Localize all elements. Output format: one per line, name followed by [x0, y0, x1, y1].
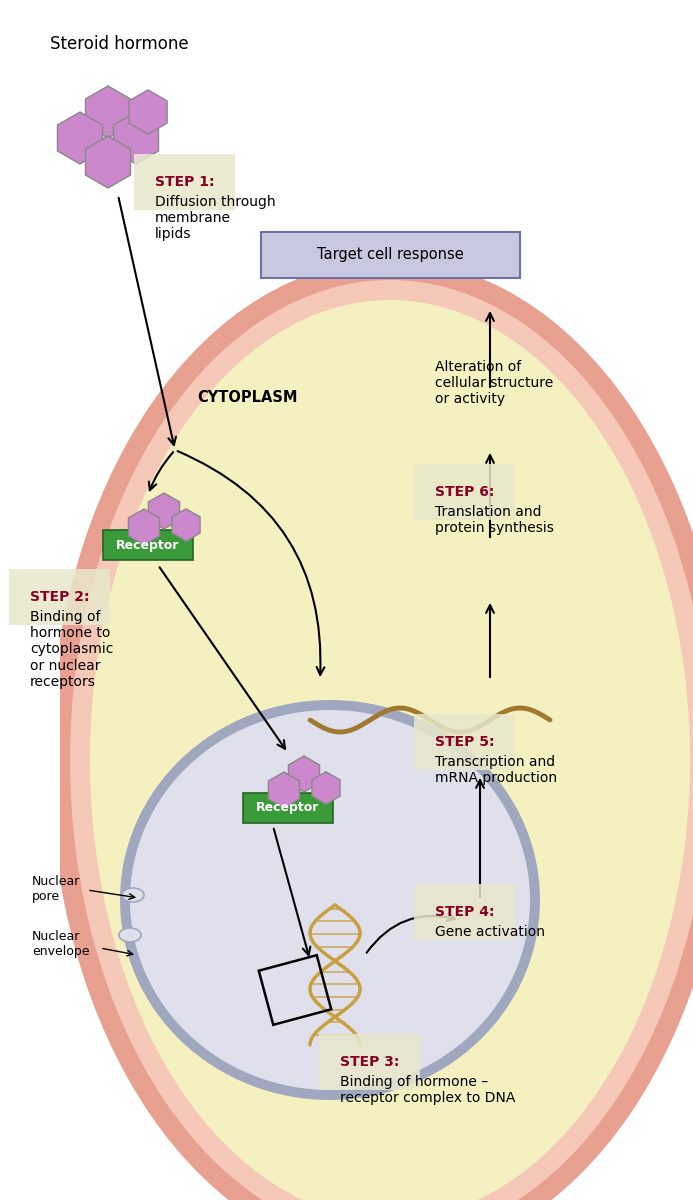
Polygon shape — [288, 756, 319, 792]
Ellipse shape — [70, 280, 693, 1200]
Ellipse shape — [122, 888, 144, 902]
Text: STEP 6:: STEP 6: — [435, 485, 494, 499]
Polygon shape — [58, 112, 103, 164]
FancyBboxPatch shape — [243, 793, 333, 823]
Polygon shape — [114, 112, 159, 164]
Ellipse shape — [90, 300, 690, 1200]
Polygon shape — [128, 509, 159, 545]
Text: Receptor: Receptor — [116, 539, 179, 552]
Text: Diffusion through
membrane
lipids: Diffusion through membrane lipids — [155, 194, 276, 241]
Polygon shape — [0, 0, 693, 220]
Text: Receptor: Receptor — [256, 802, 319, 815]
Text: Binding of hormone –
receptor complex to DNA: Binding of hormone – receptor complex to… — [340, 1075, 516, 1105]
Polygon shape — [268, 772, 299, 808]
Polygon shape — [148, 493, 179, 529]
Text: Binding of
hormone to
cytoplasmic
or nuclear
receptors: Binding of hormone to cytoplasmic or nuc… — [30, 610, 114, 689]
Text: Transcription and
mRNA production: Transcription and mRNA production — [435, 755, 557, 785]
Polygon shape — [312, 772, 340, 804]
Polygon shape — [85, 86, 130, 138]
Polygon shape — [172, 509, 200, 541]
Text: Translation and
protein synthesis: Translation and protein synthesis — [435, 505, 554, 535]
Text: STEP 4:: STEP 4: — [435, 905, 495, 919]
Ellipse shape — [130, 710, 530, 1090]
Text: Steroid hormone: Steroid hormone — [50, 35, 188, 53]
Text: Target cell response: Target cell response — [317, 247, 464, 263]
Text: CYTOPLASM: CYTOPLASM — [198, 390, 298, 404]
Text: Alteration of
cellular structure
or activity: Alteration of cellular structure or acti… — [435, 360, 553, 407]
Bar — [258, 955, 331, 1025]
Text: Nuclear
pore: Nuclear pore — [32, 875, 80, 902]
Ellipse shape — [119, 928, 141, 942]
Polygon shape — [129, 90, 167, 134]
Text: STEP 1:: STEP 1: — [155, 175, 215, 188]
Ellipse shape — [50, 260, 693, 1200]
Text: STEP 2:: STEP 2: — [30, 590, 89, 604]
Polygon shape — [85, 136, 130, 188]
Ellipse shape — [120, 700, 540, 1100]
Bar — [0, 0, 693, 240]
Polygon shape — [0, 0, 60, 1200]
Text: STEP 3:: STEP 3: — [340, 1055, 399, 1069]
FancyBboxPatch shape — [261, 232, 520, 278]
Text: STEP 5:: STEP 5: — [435, 734, 495, 749]
Text: Nuclear
envelope: Nuclear envelope — [32, 930, 89, 958]
Text: Gene activation: Gene activation — [435, 925, 545, 938]
FancyBboxPatch shape — [103, 530, 193, 560]
